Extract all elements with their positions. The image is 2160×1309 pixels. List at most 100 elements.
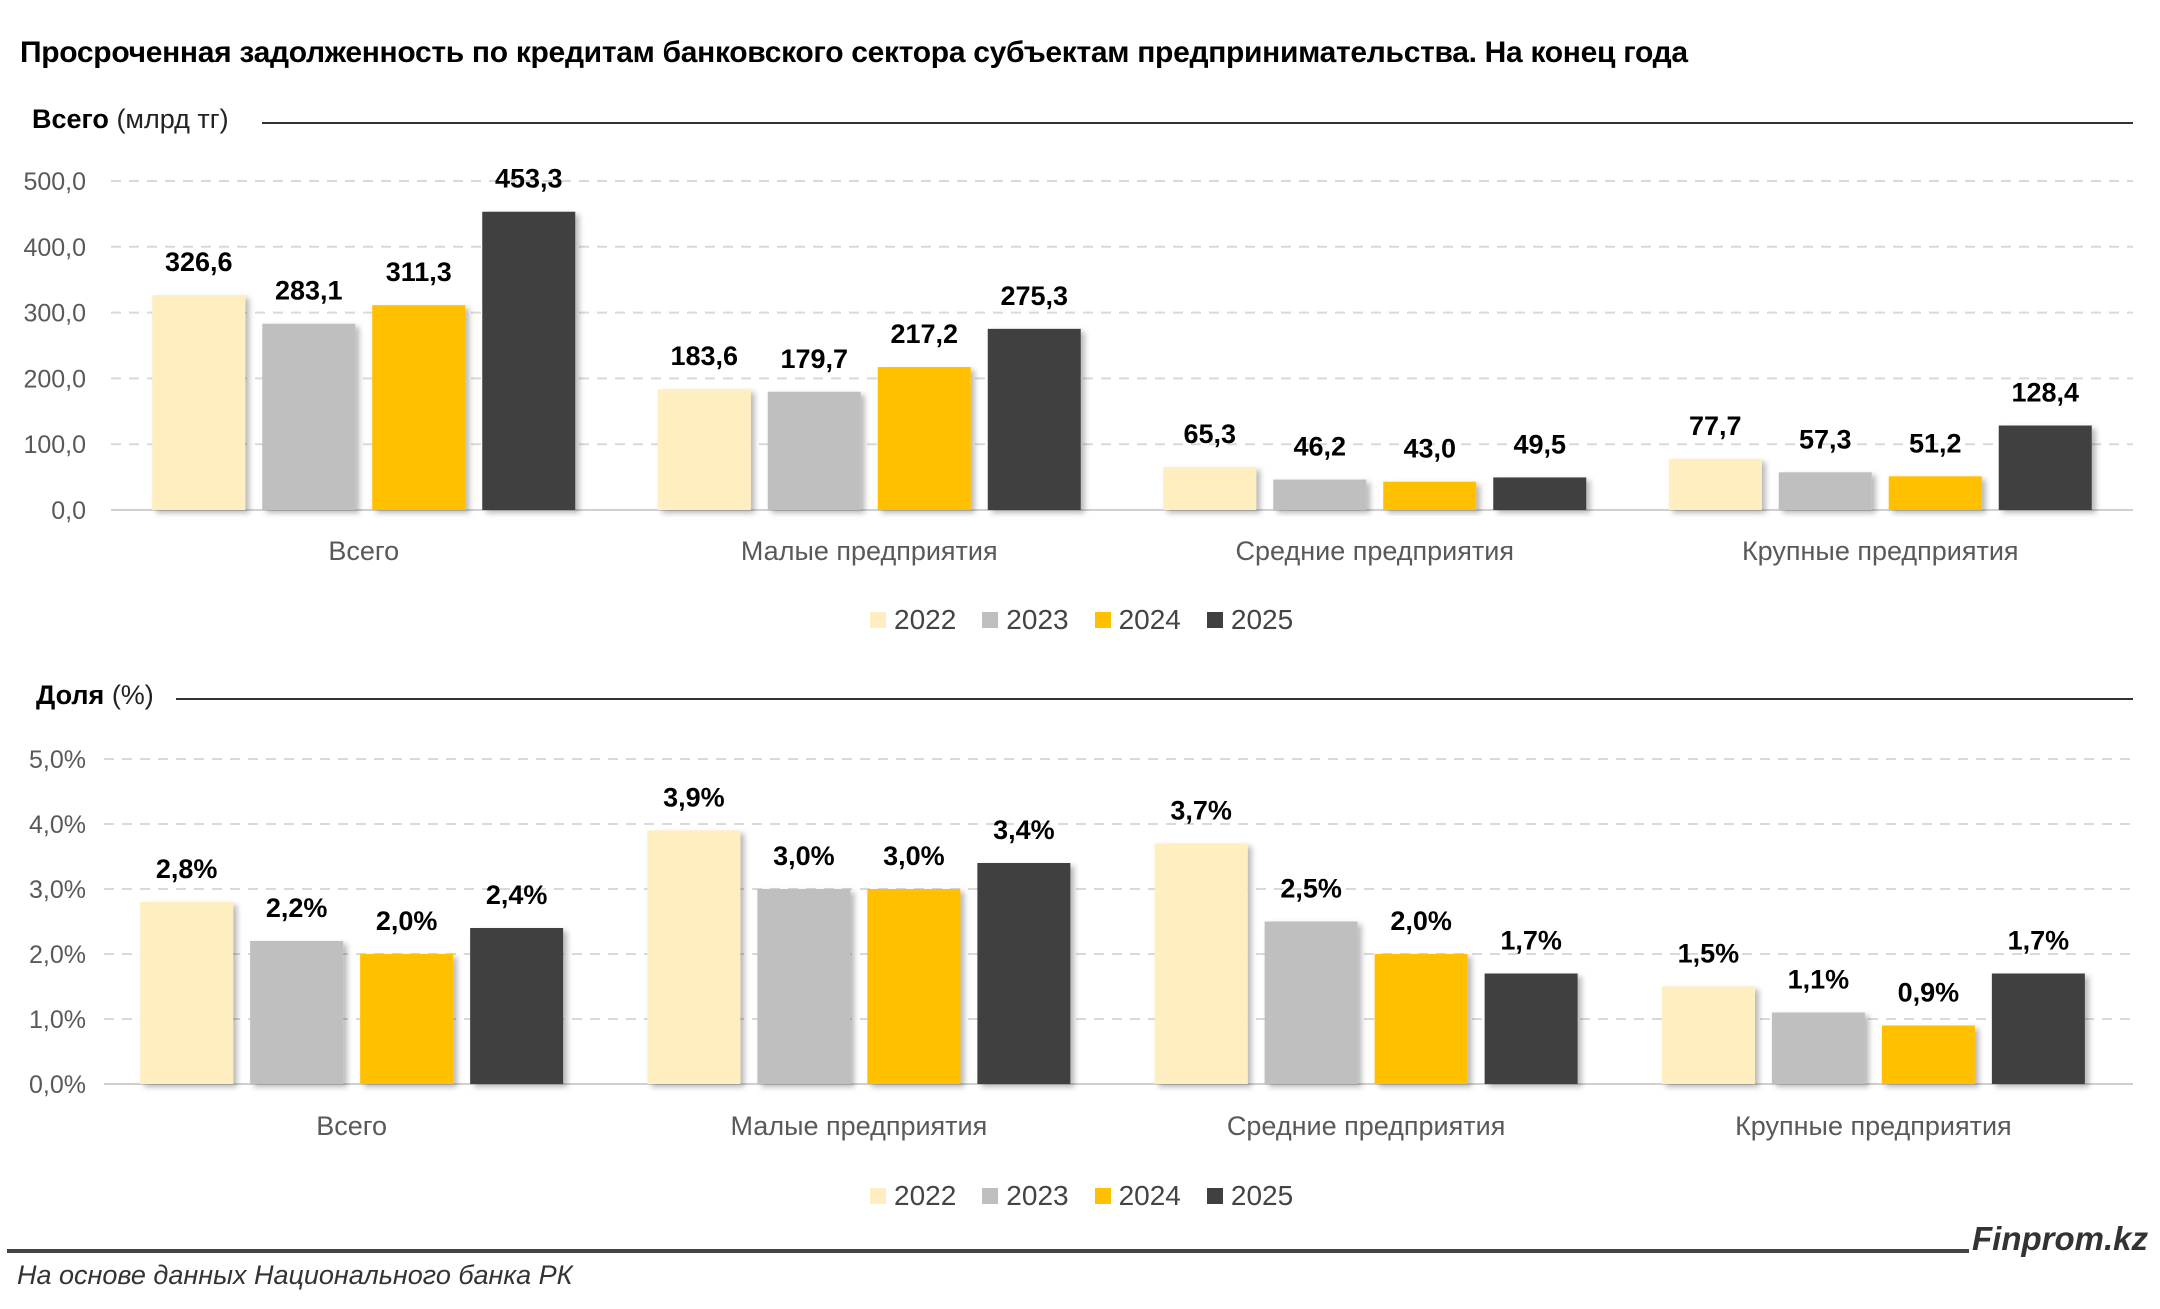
bar-2025 bbox=[470, 928, 564, 1084]
section-1-label-unit: (млрд тг) bbox=[116, 104, 229, 134]
data-label: 57,3 bbox=[1799, 424, 1852, 454]
y-tick-label: 4,0% bbox=[29, 811, 86, 839]
category-label: Малые предприятия bbox=[731, 1111, 988, 1141]
category-label: Средние предприятия bbox=[1236, 536, 1514, 566]
legend-item-2024: 2024 bbox=[1094, 604, 1181, 636]
data-label: 2,0% bbox=[376, 906, 438, 936]
data-label: 1,1% bbox=[1788, 965, 1850, 995]
data-label: 275,3 bbox=[1000, 281, 1068, 311]
data-label: 43,0 bbox=[1403, 434, 1456, 464]
category-label: Всего bbox=[328, 536, 399, 566]
legend-item-2025: 2025 bbox=[1206, 604, 1294, 636]
bar-2022 bbox=[1668, 458, 1762, 510]
data-label: 2,4% bbox=[486, 880, 548, 910]
legend-item-2022: 2022 bbox=[870, 1180, 956, 1212]
y-tick-label: 0,0 bbox=[51, 497, 86, 525]
legend-label: 2023 bbox=[1006, 1180, 1069, 1211]
data-label: 326,6 bbox=[165, 247, 233, 277]
data-label: 179,7 bbox=[780, 344, 848, 374]
data-label: 453,3 bbox=[495, 164, 563, 194]
brand-logo[interactable]: Finprom.kz bbox=[1972, 1220, 2149, 1257]
data-label: 65,3 bbox=[1183, 419, 1236, 449]
section-1-rule bbox=[262, 122, 2133, 124]
bar-2025 bbox=[1493, 477, 1587, 510]
bar-2024 bbox=[877, 367, 971, 510]
data-label: 311,3 bbox=[386, 257, 452, 287]
y-tick-label: 1,0% bbox=[29, 1006, 86, 1034]
legend-label: 2022 bbox=[894, 604, 957, 635]
legend-item-2025: 2025 bbox=[1206, 1180, 1293, 1212]
data-label: 3,4% bbox=[993, 815, 1055, 845]
source-note: На основе данных Национального банка РК bbox=[17, 1260, 573, 1290]
data-label: 183,6 bbox=[670, 341, 738, 371]
bar-2025 bbox=[1991, 973, 2085, 1084]
legend-swatch bbox=[982, 1188, 999, 1204]
bar-2023 bbox=[250, 941, 344, 1084]
section-1-label: Всего (млрд тг) bbox=[32, 104, 235, 135]
bar-2022 bbox=[1154, 843, 1248, 1084]
data-label: 1,7% bbox=[1500, 926, 1562, 956]
legend-item-2024: 2024 bbox=[1094, 1180, 1181, 1212]
chart-amount: 0,0 100,0 200,0 300,0 400,0 500,0 326,6 283,1 31… bbox=[23, 164, 2133, 566]
data-label: 2,5% bbox=[1280, 874, 1342, 904]
data-label: 3,0% bbox=[773, 841, 835, 871]
bar-2024 bbox=[372, 305, 466, 510]
bar-2023 bbox=[262, 323, 356, 510]
legend-item-2022: 2022 bbox=[870, 604, 956, 636]
category-label: Крупные предприятия bbox=[1735, 1111, 2012, 1141]
data-label: 51,2 bbox=[1909, 428, 1962, 458]
bar-2025 bbox=[1484, 973, 1578, 1084]
data-label: 2,8% bbox=[156, 854, 218, 884]
bar-2022 bbox=[1163, 467, 1257, 510]
legend-swatch bbox=[870, 612, 886, 628]
bar-2022 bbox=[647, 830, 741, 1084]
bar-2024 bbox=[867, 889, 961, 1084]
legend-label: 2025 bbox=[1230, 604, 1294, 635]
category-label: Крупные предприятия bbox=[1742, 536, 2019, 566]
category-label: Малые предприятия bbox=[741, 536, 998, 566]
bar-2023 bbox=[757, 889, 851, 1084]
y-tick-label: 200,0 bbox=[23, 365, 86, 393]
legend-swatch bbox=[1206, 1188, 1223, 1204]
legend-swatch bbox=[1094, 1188, 1111, 1204]
data-label: 49,5 bbox=[1513, 429, 1566, 459]
bar-2025 bbox=[1998, 425, 2092, 510]
data-label: 283,1 bbox=[275, 276, 343, 306]
section-2-label: Доля (%) bbox=[36, 680, 160, 711]
y-tick-label: 400,0 bbox=[23, 234, 86, 262]
bar-2022 bbox=[152, 295, 246, 510]
data-label: 128,4 bbox=[2011, 378, 2079, 408]
legend-label: 2023 bbox=[1006, 604, 1069, 635]
legend-swatch bbox=[1206, 612, 1223, 628]
bar-2023 bbox=[1264, 921, 1358, 1084]
legend-amount: 2022 2023 2024 2025 bbox=[870, 604, 1293, 636]
section-2-rule bbox=[176, 698, 2133, 700]
bar-2022 bbox=[140, 902, 234, 1084]
data-label: 1,5% bbox=[1678, 939, 1740, 969]
y-tick-label: 2,0% bbox=[29, 941, 86, 969]
data-label: 77,7 bbox=[1689, 411, 1742, 441]
bar-2024 bbox=[1888, 476, 1982, 510]
bar-2024 bbox=[1374, 954, 1468, 1084]
bar-2022 bbox=[1661, 986, 1755, 1084]
bar-2023 bbox=[1771, 1012, 1865, 1084]
data-label: 3,0% bbox=[883, 841, 945, 871]
data-label: 217,2 bbox=[890, 319, 958, 349]
legend-label: 2022 bbox=[894, 1180, 957, 1211]
y-tick-label: 3,0% bbox=[29, 876, 86, 904]
legend-share: 2022 2023 2024 2025 bbox=[870, 1180, 1293, 1212]
legend-item-2023: 2023 bbox=[982, 604, 1069, 636]
y-tick-label: 300,0 bbox=[23, 300, 86, 328]
bar-2023 bbox=[1778, 472, 1872, 510]
bar-2024 bbox=[1383, 481, 1477, 510]
section-2-label-unit: (%) bbox=[111, 680, 154, 710]
data-label: 2,0% bbox=[1390, 906, 1452, 936]
bar-2025 bbox=[482, 211, 576, 510]
legend-swatch bbox=[982, 612, 999, 628]
bar-2025 bbox=[977, 863, 1071, 1084]
category-label: Всего bbox=[316, 1111, 387, 1141]
legend-swatch bbox=[870, 1188, 886, 1204]
legend-swatch bbox=[1094, 612, 1111, 628]
legend-label: 2024 bbox=[1118, 604, 1181, 635]
chart-share: 0,0% 1,0% 2,0% 3,0% 4,0% 5,0% 2,8% 2,2% 2,0% 2,4%… bbox=[29, 746, 2133, 1141]
